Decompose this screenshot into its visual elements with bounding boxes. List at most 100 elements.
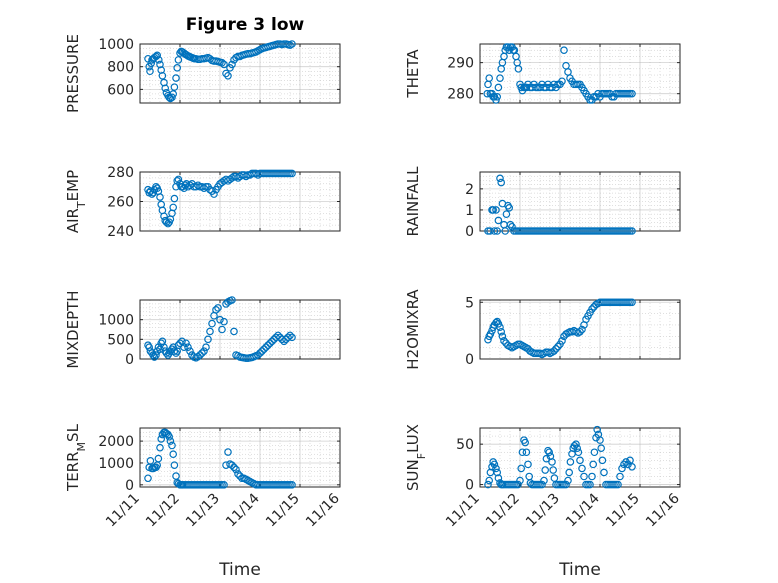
sunflux-point <box>598 456 607 465</box>
h2omixra-point <box>496 323 504 332</box>
pressure-point <box>174 56 183 64</box>
pressure-axes-box <box>139 43 341 104</box>
theta-ytick-label: 280 <box>447 87 474 103</box>
airtemp-point <box>242 172 250 181</box>
sunflux-point <box>521 438 530 447</box>
theta-point <box>493 92 502 101</box>
sunflux-point <box>548 458 556 466</box>
theta-panel: 280 290 THETA <box>404 43 681 104</box>
rainfall-point <box>497 178 506 187</box>
terrmsl-point <box>220 481 228 489</box>
terrmsl-point <box>154 454 163 463</box>
terrmsl-point <box>230 463 238 472</box>
mixdepth-point <box>280 337 288 346</box>
rainfall-point <box>505 204 514 212</box>
sunflux-point <box>522 448 531 457</box>
mixdepth-point <box>198 349 206 357</box>
sunflux-axes-box <box>479 427 681 488</box>
terrmsl-point <box>146 456 155 465</box>
mixdepth-point <box>150 353 159 361</box>
pressure-point <box>155 56 163 64</box>
sunflux-point <box>538 480 546 489</box>
terrmsl-point <box>144 474 152 483</box>
mixdepth-point <box>145 343 154 352</box>
terrmsl-ytick-label: 2000 <box>98 434 134 450</box>
sunflux-point <box>580 472 588 481</box>
airtemp-point <box>164 219 172 228</box>
rainfall-point <box>628 227 636 235</box>
sunflux-point <box>549 466 558 474</box>
mixdepth-point <box>218 325 226 334</box>
theta-point <box>494 83 503 92</box>
pressure-point <box>173 64 182 72</box>
pressure-point <box>172 74 180 82</box>
mixdepth-point <box>184 343 192 352</box>
pressure-point <box>158 71 167 80</box>
airtemp-panel: 240 260 280 AIRTEMP <box>64 165 341 240</box>
rainfall-ytick-label: 1 <box>465 203 474 219</box>
terrmsl-point <box>168 441 176 450</box>
mixdepth-point <box>220 317 228 326</box>
airtemp-ytick-label: 240 <box>107 224 134 240</box>
terrmsl-point <box>288 481 296 489</box>
pressure-point <box>170 83 179 91</box>
pressure-panel: 600 800 1000 PRESSURE <box>64 34 341 113</box>
sunflux-point <box>572 440 580 448</box>
sunflux-point <box>541 466 550 474</box>
mixdepth-ytick-label: 1000 <box>98 313 134 329</box>
terrmsl-xlabel: Time <box>218 560 261 580</box>
airtemp-point <box>169 203 178 212</box>
terrmsl-point <box>169 450 178 459</box>
mixdepth-point <box>162 349 171 357</box>
mixdepth-point <box>256 349 264 357</box>
mixdepth-point <box>260 345 268 353</box>
sunflux-point <box>566 458 575 466</box>
mixdepth-point <box>212 306 220 314</box>
airtemp-point <box>148 190 156 198</box>
theta-point <box>628 89 636 98</box>
pressure-point <box>168 93 176 102</box>
h2omixra-point <box>628 298 636 307</box>
theta-series <box>483 43 636 104</box>
mixdepth-point <box>286 331 294 340</box>
airtemp-point <box>194 181 202 190</box>
airtemp-point <box>156 193 164 201</box>
pressure-point <box>161 84 170 93</box>
h2omixra-point <box>550 347 558 355</box>
theta-ytick-label: 290 <box>447 56 474 72</box>
mixdepth-point <box>206 327 214 336</box>
mixdepth-series <box>144 296 296 363</box>
rainfall-point <box>492 206 500 214</box>
sunflux-point <box>565 468 574 477</box>
terrmsl-point <box>166 437 175 445</box>
mixdepth-point <box>208 319 216 328</box>
sunflux-point <box>597 444 606 453</box>
h2omixra-point <box>500 337 508 345</box>
pressure-point <box>169 90 178 98</box>
sunflux-point <box>589 460 598 469</box>
sunflux-point <box>494 474 503 482</box>
rainfall-point <box>496 174 504 183</box>
airtemp-point <box>210 190 218 198</box>
mixdepth-point <box>288 333 296 342</box>
rainfall-point <box>501 227 510 235</box>
mixdepth-point <box>186 347 194 355</box>
h2omixra-ylabel: H2OMIXRA <box>404 289 422 370</box>
pressure-point <box>147 59 156 68</box>
rainfall-point <box>490 227 499 235</box>
terrmsl-ytick-label: 1000 <box>98 456 134 472</box>
sunflux-point <box>600 468 608 477</box>
rainfall-panel: 0 1 2 RAINFALL <box>404 166 681 240</box>
mixdepth-point <box>258 347 266 355</box>
rainfall-point <box>508 222 516 231</box>
terrmsl-ylabel: TERRMSL <box>64 423 88 492</box>
h2omixra-ytick-label: 5 <box>465 295 474 311</box>
pressure-point <box>153 51 162 60</box>
sunflux-point <box>573 444 582 453</box>
rainfall-ytick-label: 0 <box>465 224 474 240</box>
sunflux-point <box>517 464 526 473</box>
terrmsl-point <box>232 465 240 474</box>
sunflux-point <box>490 460 499 469</box>
pressure-point <box>220 60 228 69</box>
